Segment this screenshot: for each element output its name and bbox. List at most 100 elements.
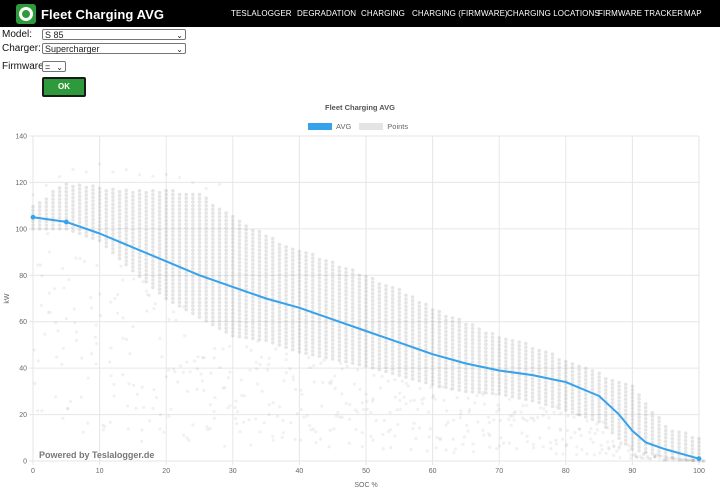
data-point <box>381 432 385 437</box>
data-point <box>144 224 149 228</box>
data-point <box>524 364 528 368</box>
data-point <box>657 449 661 454</box>
ok-button[interactable]: OK <box>42 77 86 97</box>
data-point <box>71 225 75 230</box>
data-point <box>231 278 235 282</box>
data-point <box>430 378 435 383</box>
nav-charging-locations[interactable]: CHARGING LOCATIONS <box>507 9 600 18</box>
data-point <box>317 350 322 355</box>
data-point <box>497 365 502 370</box>
data-point <box>450 342 455 346</box>
data-point <box>490 383 495 388</box>
data-point <box>144 190 149 195</box>
data-point <box>217 182 222 187</box>
legend-avg-swatch[interactable] <box>308 123 332 130</box>
data-point <box>688 458 692 462</box>
data-point <box>284 300 288 305</box>
data-point <box>131 194 135 199</box>
nav-degradation[interactable]: DEGRADATION <box>297 9 357 18</box>
data-point <box>224 214 228 219</box>
data-point <box>71 199 75 204</box>
data-point <box>617 395 621 400</box>
nav-firmware-tracker[interactable]: FIRMWARE TRACKER <box>598 9 684 18</box>
data-point <box>330 297 335 302</box>
data-point <box>151 218 155 223</box>
data-point <box>304 266 308 270</box>
data-point <box>484 361 488 365</box>
data-point <box>412 398 416 402</box>
x-tick-label: 30 <box>229 468 237 475</box>
data-point <box>357 318 362 322</box>
data-point <box>690 447 695 451</box>
data-point <box>564 389 568 394</box>
data-point <box>257 337 262 342</box>
data-point <box>451 437 455 441</box>
data-point <box>464 374 468 379</box>
nav-charging[interactable]: CHARGING <box>361 9 405 18</box>
data-point <box>470 378 475 383</box>
nav-teslalogger[interactable]: TESLALOGGER <box>231 9 292 18</box>
data-point <box>464 348 468 353</box>
data-point <box>204 218 208 223</box>
data-point <box>470 360 475 364</box>
data-point <box>64 317 68 321</box>
data-point <box>623 404 628 409</box>
legend-points-swatch[interactable] <box>359 123 384 130</box>
data-point <box>131 324 135 329</box>
nav-charging-firmware[interactable]: CHARGING (FIRMWARE) <box>412 9 508 18</box>
data-point <box>583 392 588 397</box>
data-point <box>430 345 435 350</box>
data-point <box>84 234 89 238</box>
data-point <box>570 395 575 400</box>
chevron-down-icon: ⌄ <box>56 63 63 72</box>
firmware-select[interactable]: = ⌄ <box>42 61 66 72</box>
data-point <box>397 302 402 307</box>
data-point <box>144 205 149 210</box>
data-point <box>404 360 408 364</box>
data-point <box>84 226 89 231</box>
legend-points-label[interactable]: Points <box>387 122 409 131</box>
data-point <box>404 297 408 301</box>
data-point <box>284 252 288 257</box>
data-point <box>293 437 297 441</box>
data-point <box>157 272 162 277</box>
data-point <box>572 415 576 419</box>
data-point <box>250 243 255 248</box>
data-point <box>224 304 228 308</box>
data-point <box>459 409 463 413</box>
data-point <box>171 278 175 282</box>
data-point <box>350 309 355 313</box>
data-point <box>290 266 295 270</box>
data-point <box>237 319 242 324</box>
data-point <box>264 301 268 305</box>
data-point <box>124 229 129 233</box>
data-point <box>250 269 255 274</box>
data-point <box>146 292 150 297</box>
data-point <box>231 240 235 245</box>
data-point <box>250 332 255 337</box>
data-point <box>244 331 248 336</box>
nav-map[interactable]: MAP <box>684 9 702 18</box>
charger-select[interactable]: Supercharger ⌄ <box>42 43 186 54</box>
data-point <box>364 330 368 335</box>
data-point <box>188 370 192 374</box>
legend-avg-label[interactable]: AVG <box>336 122 352 131</box>
data-point <box>570 380 575 385</box>
data-point <box>310 312 315 316</box>
data-point <box>264 290 268 294</box>
data-point <box>290 247 295 252</box>
data-point <box>357 314 362 318</box>
data-point <box>617 410 621 415</box>
data-point <box>524 393 528 398</box>
x-tick-label: 50 <box>362 468 370 475</box>
brand[interactable]: Fleet Charging AVG <box>16 3 164 25</box>
data-point <box>237 238 242 242</box>
data-point <box>317 320 322 325</box>
data-point <box>417 308 422 312</box>
data-point <box>244 279 248 284</box>
data-point <box>397 373 402 377</box>
data-point <box>650 433 655 437</box>
data-point <box>477 379 482 383</box>
data-point <box>257 330 262 334</box>
model-select[interactable]: S 85 ⌄ <box>42 29 186 40</box>
